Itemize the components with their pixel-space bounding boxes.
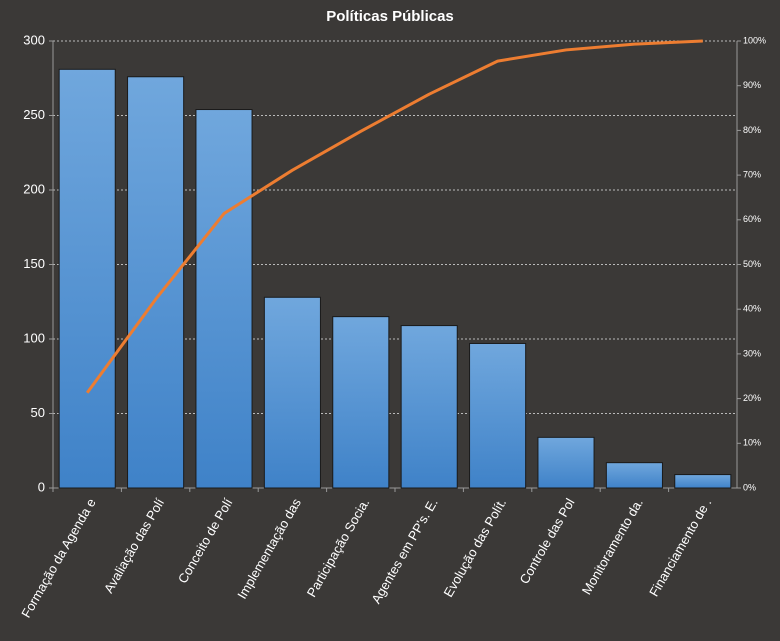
bar (332, 316, 390, 489)
x-tick-label: Avaliação das Polí (101, 495, 168, 595)
y2-tick-label: 50% (743, 259, 761, 269)
bar (605, 462, 663, 489)
x-tick-label: Formação da Agenda e (18, 496, 99, 621)
x-tick-label: Financiamento de . (646, 496, 714, 599)
bar (58, 68, 116, 489)
x-tick-label: Participação Socia. (304, 496, 373, 600)
cumulative-line (85, 39, 703, 394)
y-tick-label: 100 (23, 330, 45, 345)
y-tick-label: 50 (31, 405, 45, 420)
bar (127, 76, 185, 489)
bar (469, 342, 527, 489)
x-tick-label: Implementação das (234, 495, 304, 601)
y2-tick-label: 10% (743, 438, 761, 448)
y2-tick-label: 20% (743, 393, 761, 403)
x-tick-label: Monitoramento da. (579, 496, 646, 597)
y-tick-label: 300 (23, 32, 45, 47)
bar (263, 296, 321, 489)
y-tick-label: 0 (38, 479, 45, 494)
y2-tick-label: 0% (743, 482, 756, 492)
y-tick-label: 150 (23, 256, 45, 271)
y2-tick-label: 90% (743, 80, 761, 90)
y-tick-label: 200 (23, 181, 45, 196)
y2-tick-label: 40% (743, 304, 761, 314)
bar (674, 474, 732, 489)
y2-tick-label: 30% (743, 348, 761, 358)
chart-title: Políticas Públicas (326, 8, 454, 25)
y2-tick-label: 80% (743, 125, 761, 135)
y2-tick-label: 60% (743, 214, 761, 224)
bar (195, 109, 253, 489)
x-tick-label: Conceito de Polí (175, 495, 236, 585)
y-tick-label: 250 (23, 107, 45, 122)
bar (400, 325, 458, 489)
x-tick-label: Evolução das Polít. (441, 496, 510, 600)
y2-tick-label: 70% (743, 169, 761, 179)
x-tick-label: Controle das Pol (517, 496, 578, 587)
bar (537, 436, 595, 489)
x-tick-label: Agentes em PP's. E. (368, 496, 440, 606)
y2-tick-label: 100% (743, 35, 766, 45)
